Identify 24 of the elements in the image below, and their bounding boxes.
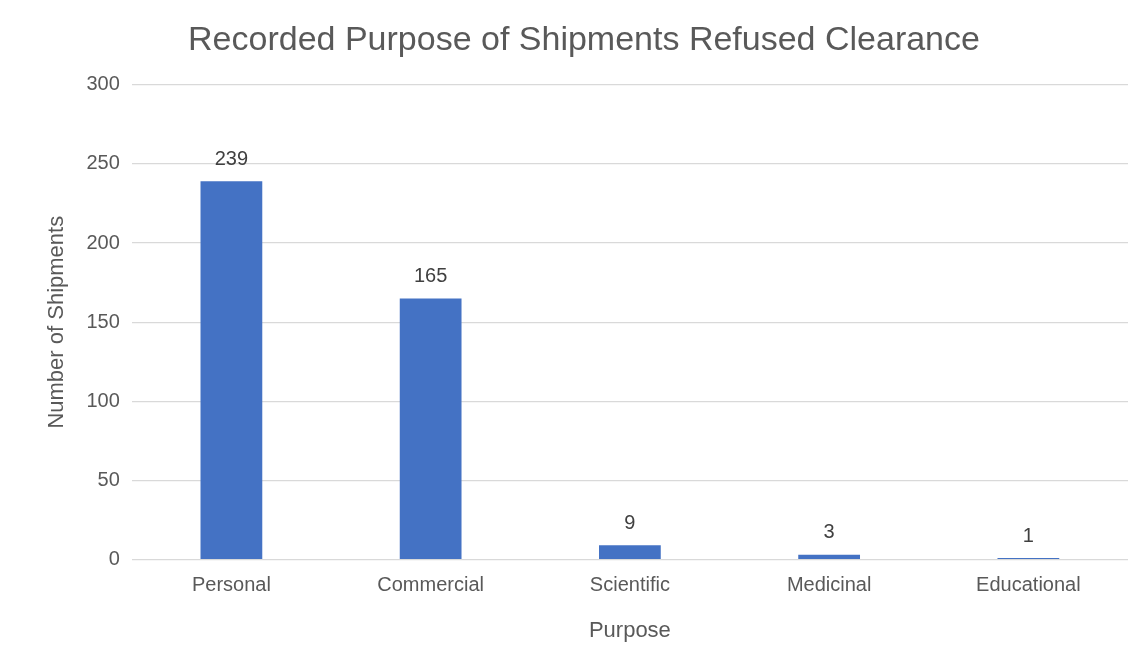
y-tick-label: 250 <box>86 151 120 174</box>
chart-title: Recorded Purpose of Shipments Refused Clearance <box>188 18 980 57</box>
x-tick-label: Commercial <box>377 573 484 596</box>
bar <box>399 298 462 559</box>
data-label: 3 <box>823 520 835 543</box>
data-label: 165 <box>413 263 448 286</box>
bar <box>798 554 861 559</box>
data-label: 239 <box>214 146 249 169</box>
x-tick-label: Educational <box>976 573 1081 596</box>
x-tick-label: Scientific <box>589 573 670 596</box>
x-tick-label: Medicinal <box>786 573 872 596</box>
y-tick-label: 300 <box>86 72 120 95</box>
y-tick-label: 50 <box>97 467 120 490</box>
bar <box>200 181 263 559</box>
y-axis-title: Number of Shipments <box>43 215 69 429</box>
y-tick-label: 150 <box>86 309 120 332</box>
bar <box>599 545 661 559</box>
y-tick-label: 100 <box>86 388 120 411</box>
data-label: 9 <box>624 510 636 533</box>
y-tick-label: 0 <box>108 547 120 570</box>
data-label: 1 <box>1022 523 1034 546</box>
x-axis-title: Purpose <box>588 616 671 642</box>
x-tick-label: Personal <box>191 573 271 596</box>
y-tick-label: 200 <box>86 230 120 253</box>
